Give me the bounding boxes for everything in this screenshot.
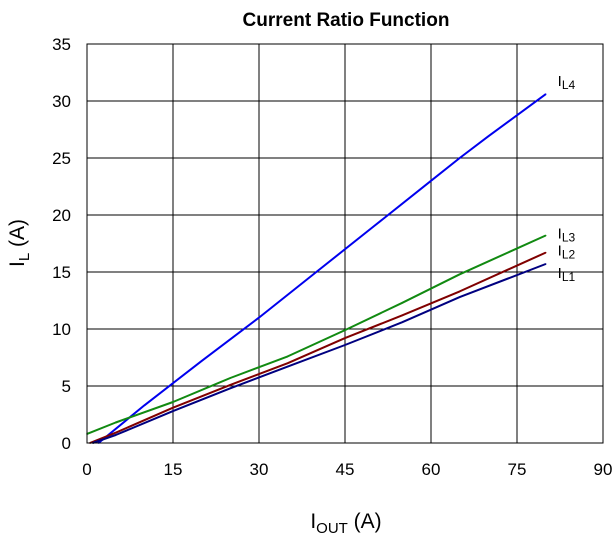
data-point-il3 <box>286 355 289 358</box>
x-tick-label: 0 <box>82 460 91 479</box>
data-point-il4 <box>487 135 490 138</box>
data-point-il4 <box>430 180 432 182</box>
data-point-il3 <box>229 377 232 379</box>
y-tick-label: 0 <box>62 434 71 453</box>
data-point-il2 <box>401 314 404 317</box>
series-label-il4: IL4 <box>558 73 576 92</box>
data-point-il2 <box>544 251 547 254</box>
data-point-il3 <box>401 301 404 304</box>
series-label-il1: IL1 <box>558 265 576 284</box>
y-tick-labels: 0 5 10 15 20 25 30 35 <box>52 35 71 453</box>
plot-area-frame <box>86 43 604 444</box>
data-point-il2 <box>344 337 346 339</box>
x-tick-label: 90 <box>594 460 613 479</box>
data-point-il3 <box>458 273 461 276</box>
data-point-il2 <box>114 431 117 434</box>
data-point-il2 <box>286 362 289 365</box>
data-point-il4 <box>544 93 547 95</box>
data-point-il1 <box>172 410 174 412</box>
series-line-il2 <box>89 251 547 444</box>
data-point-il4 <box>315 271 318 273</box>
data-point-il4 <box>458 157 461 159</box>
x-tick-label: 45 <box>336 460 355 479</box>
data-point-il3 <box>344 329 346 331</box>
data-point-il4 <box>200 360 203 362</box>
series-label-il2: IL2 <box>558 243 576 262</box>
data-point-il1 <box>114 434 117 436</box>
x-tick-label: 75 <box>508 460 527 479</box>
data-point-il1 <box>544 263 547 265</box>
data-point-il1 <box>344 344 346 346</box>
data-point-il3 <box>114 421 117 424</box>
x-tick-label: 60 <box>422 460 441 479</box>
y-tick-label: 15 <box>52 263 71 282</box>
data-point-il2 <box>172 406 174 409</box>
data-point-il2 <box>458 290 461 293</box>
data-point-il4 <box>372 225 375 228</box>
data-point-il1 <box>229 387 232 390</box>
y-tick-label: 30 <box>52 92 71 111</box>
y-axis-label: IL (A) <box>6 219 33 267</box>
data-point-il1 <box>458 296 461 298</box>
x-axis-label: IOUT (A) <box>310 510 381 536</box>
data-point-il4 <box>143 404 146 407</box>
x-tick-labels: 0 15 30 45 60 75 90 <box>82 460 612 479</box>
series-label-il3: IL3 <box>558 226 576 245</box>
data-point-il1 <box>286 365 289 368</box>
data-point-il3 <box>172 401 174 403</box>
data-point-il1 <box>401 321 404 323</box>
data-point-il4 <box>258 316 260 319</box>
x-tick-label: 15 <box>164 460 183 479</box>
y-tick-label: 20 <box>52 206 71 225</box>
y-tick-label: 10 <box>52 320 71 339</box>
grid <box>86 43 604 444</box>
x-tick-label: 30 <box>250 460 269 479</box>
series-line-il1 <box>92 263 547 444</box>
y-tick-label: 25 <box>52 149 71 168</box>
series-group <box>86 93 547 444</box>
chart-title: Current Ratio Function <box>243 10 450 31</box>
data-point-il3 <box>544 234 547 237</box>
series-line-il4 <box>97 93 547 444</box>
y-tick-label: 35 <box>52 35 71 54</box>
data-point-il2 <box>229 384 232 386</box>
y-tick-label: 5 <box>62 377 71 396</box>
series-line-il3 <box>86 234 547 435</box>
